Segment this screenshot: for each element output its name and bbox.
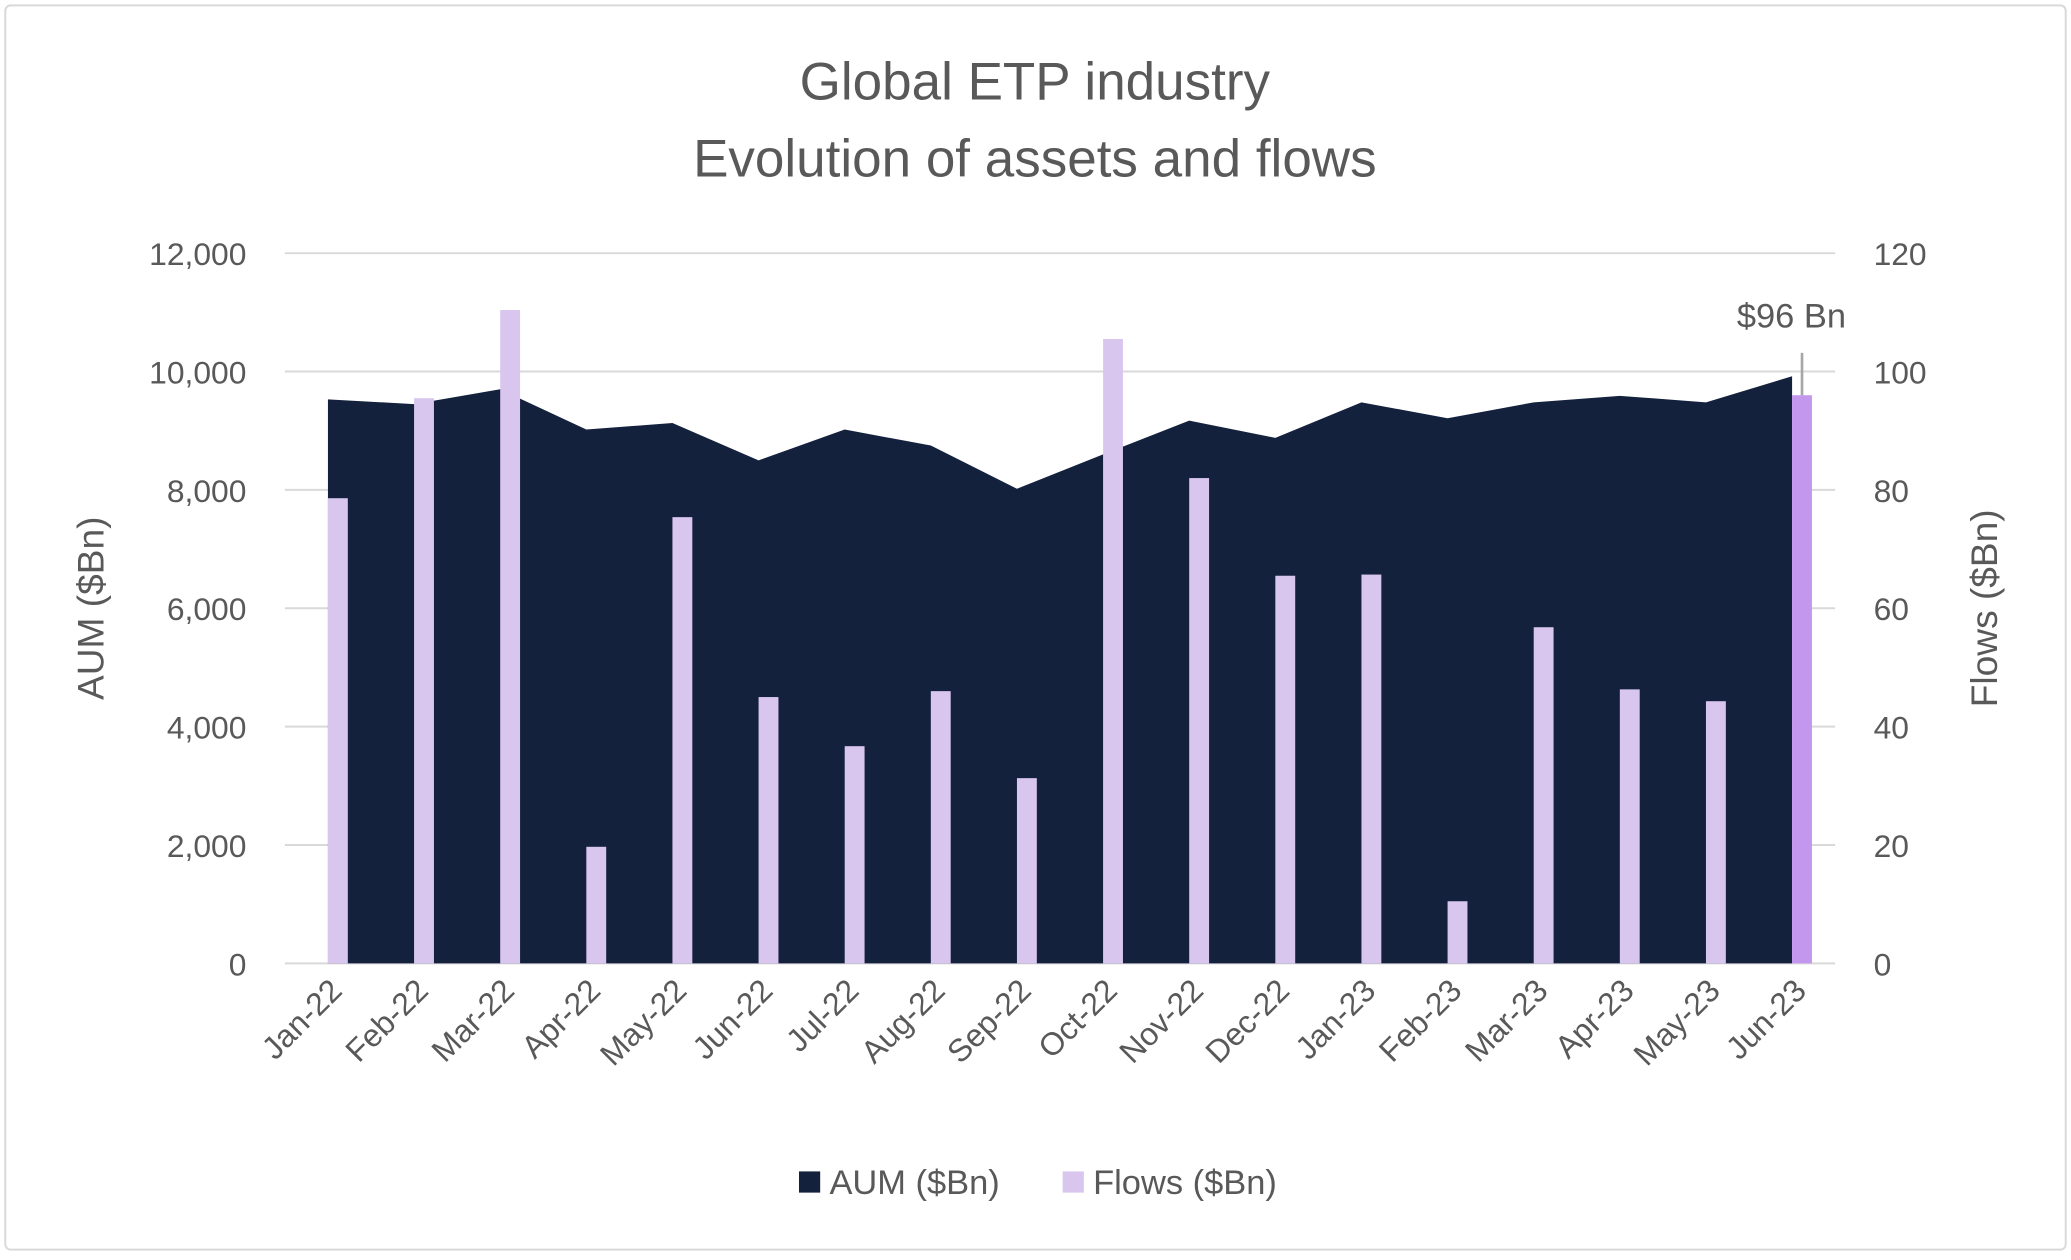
- flows-bar: [930, 691, 951, 964]
- legend-swatch-aum: [798, 1171, 821, 1193]
- y2-tick-label: 0: [1874, 946, 1892, 982]
- y2-tick-label: 20: [1874, 828, 1909, 864]
- flows-bar: [1275, 575, 1296, 964]
- legend-swatch-flows: [1062, 1171, 1084, 1193]
- y-tick-label: 4,000: [167, 710, 247, 746]
- legend: AUM ($Bn) Flows ($Bn): [798, 1164, 1277, 1202]
- chart-title-line-2: Evolution of assets and flows: [693, 129, 1376, 188]
- legend-label-aum: AUM ($Bn): [829, 1164, 999, 1202]
- flows-bar: [1619, 689, 1640, 964]
- flows-bar: [327, 498, 348, 964]
- annotation-label: $96 Bn: [1737, 298, 1846, 336]
- y-tick-label: 10,000: [149, 354, 246, 390]
- flows-bar: [758, 697, 779, 964]
- flows-bar: [414, 398, 434, 964]
- y-tick-label: 0: [229, 946, 247, 982]
- aum-area: [327, 376, 1793, 964]
- flows-bar: [1705, 701, 1726, 964]
- flows-bar: [1103, 338, 1123, 964]
- y-tick-label: 2,000: [167, 828, 247, 864]
- y2-tick-label: 60: [1874, 591, 1909, 627]
- y2-tick-label: 120: [1874, 236, 1927, 272]
- flows-bar: [672, 517, 693, 964]
- y-tick-label: 6,000: [167, 591, 247, 627]
- flows-bar: [1792, 395, 1812, 964]
- y-tick-label: 8,000: [167, 473, 247, 509]
- flows-bar: [500, 309, 521, 964]
- flows-bar: [1361, 574, 1382, 964]
- legend-label-flows: Flows ($Bn): [1093, 1164, 1277, 1202]
- flows-bar: [1189, 478, 1210, 964]
- y2-tick-label: 80: [1874, 473, 1909, 509]
- y2-tick-label: 100: [1874, 354, 1927, 390]
- flows-bar: [1447, 901, 1468, 964]
- flows-bar: [1533, 627, 1554, 964]
- y2-axis-title: Flows ($Bn): [1963, 509, 2005, 707]
- y-tick-label: 12,000: [149, 236, 246, 272]
- flows-bar: [586, 846, 607, 964]
- chart-title-line-1: Global ETP industry: [800, 52, 1271, 111]
- y2-tick-label: 40: [1874, 710, 1909, 746]
- flows-bar: [1016, 778, 1037, 964]
- y-axis-title: AUM ($Bn): [69, 517, 111, 700]
- flows-bar: [844, 746, 865, 964]
